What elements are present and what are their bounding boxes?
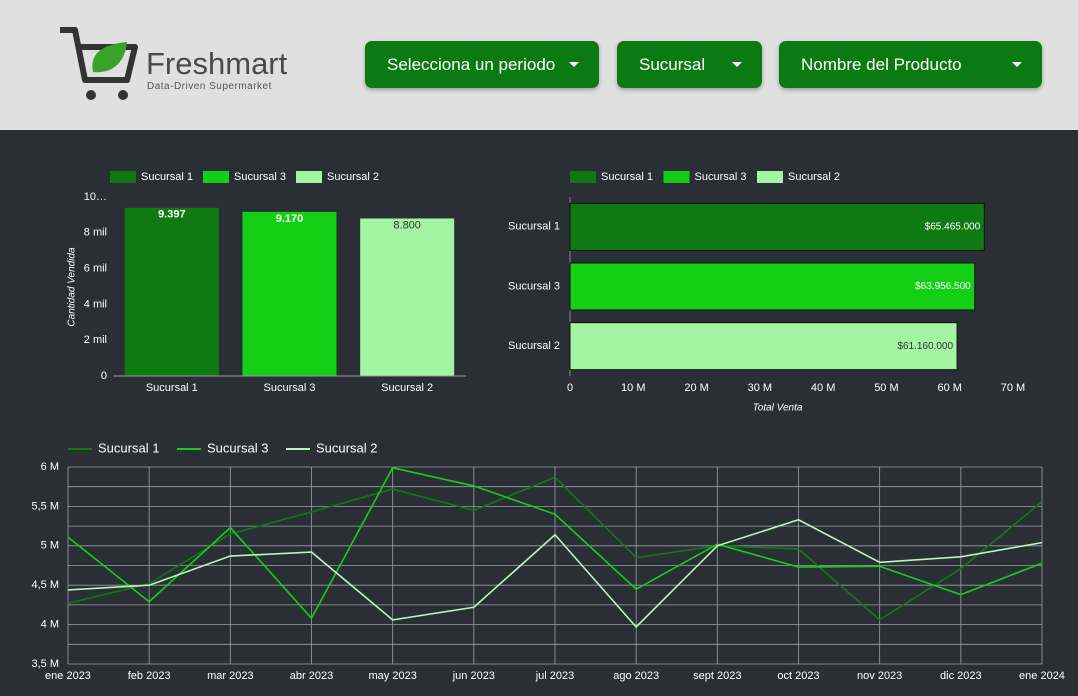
legend-swatch: [757, 171, 783, 183]
bar: [242, 211, 337, 376]
value-label: $65.465.000: [925, 221, 981, 232]
dropdown-label: Sucursal: [639, 55, 706, 74]
product-dropdown[interactable]: Nombre del Producto: [779, 41, 1042, 88]
x-tick-label: Sucursal 3: [264, 382, 316, 394]
y-tick-label: 10…: [84, 191, 107, 203]
x-tick-label: 20 M: [684, 382, 708, 394]
brand: Freshmart: [146, 46, 288, 81]
bar: [569, 202, 985, 251]
x-tick-label: 50 M: [874, 382, 898, 394]
x-tick-label: ene 2024: [1019, 670, 1065, 682]
bar: [124, 207, 219, 376]
x-tick-label: jul 2023: [535, 670, 575, 682]
value-label: 9.397: [158, 209, 186, 221]
x-axis-title: Total Venta: [753, 403, 803, 414]
x-tick-label: 0: [567, 382, 573, 394]
y-tick-label: Sucursal 2: [508, 340, 560, 352]
bar: [569, 322, 958, 371]
x-tick-label: 30 M: [748, 382, 772, 394]
x-tick-label: 40 M: [811, 382, 835, 394]
x-tick-label: nov 2023: [857, 670, 902, 682]
legend-label: Sucursal 2: [788, 171, 840, 183]
legend-swatch: [663, 171, 690, 183]
y-tick-label: 6 M: [41, 461, 59, 473]
x-tick-label: ago 2023: [613, 670, 659, 682]
legend-label: Sucursal 1: [98, 440, 159, 455]
y-tick-label: 3,5 M: [31, 658, 59, 670]
legend-label: Sucursal 1: [601, 171, 653, 183]
x-tick-label: feb 2023: [128, 670, 171, 682]
y-tick-label: 5,5 M: [31, 500, 59, 512]
x-tick-label: oct 2023: [777, 670, 819, 682]
y-tick-label: 4 M: [41, 619, 59, 631]
line-series: [67, 466, 1043, 620]
line-series: [67, 518, 1043, 629]
x-tick-label: jun 2023: [452, 670, 495, 682]
y-axis-title: Cantidad Vendida: [67, 247, 78, 327]
y-tick-label: 8 mil: [84, 227, 107, 239]
bar: [569, 262, 976, 311]
x-tick-label: may 2023: [369, 670, 417, 682]
x-tick-label: Sucursal 1: [146, 382, 198, 394]
y-tick-label: 2 mil: [84, 334, 107, 346]
dropdown-label: Selecciona un periodo: [387, 55, 556, 74]
legend-swatch: [203, 171, 229, 183]
x-tick-label: 60 M: [937, 382, 961, 394]
x-tick-label: dic 2023: [940, 670, 982, 682]
value-label: 8.800: [393, 219, 421, 231]
legend-label: Sucursal 3: [207, 440, 268, 455]
legend-label: Sucursal 2: [327, 171, 379, 183]
line-series: [67, 476, 1043, 621]
period-dropdown[interactable]: Selecciona un periodo: [365, 41, 599, 88]
y-tick-label: 0: [101, 370, 107, 382]
y-tick-label: 5 M: [41, 540, 59, 552]
value-label: $63.956.500: [915, 281, 971, 292]
y-tick-label: 6 mil: [84, 263, 107, 275]
legend-label: Sucursal 3: [234, 171, 286, 183]
x-tick-label: ene 2023: [45, 670, 91, 682]
legend-label: Sucursal 1: [141, 171, 193, 183]
x-tick-label: Sucursal 2: [381, 382, 433, 394]
y-tick-label: Sucursal 1: [508, 221, 560, 233]
y-tick-label: Sucursal 3: [508, 280, 560, 292]
legend-label: Sucursal 3: [695, 171, 747, 183]
logo-icon: [60, 27, 138, 100]
legend-label: Sucursal 2: [316, 440, 377, 455]
legend-swatch: [570, 171, 596, 183]
x-tick-label: 10 M: [621, 382, 645, 394]
y-tick-label: 4 mil: [84, 298, 107, 310]
y-tick-label: 4,5 M: [31, 579, 59, 591]
tagline: Data-Driven Supermarket: [147, 81, 272, 92]
branch-dropdown[interactable]: Sucursal: [617, 41, 762, 88]
legend-swatch: [296, 171, 322, 183]
x-tick-label: sept 2023: [693, 670, 741, 682]
charts: Sucursal 1 Sucursal 3 Sucursal 2 0 2 mil 4 mi…: [31, 171, 1065, 682]
x-tick-label: 70 M: [1001, 382, 1025, 394]
legend-swatch: [110, 171, 136, 183]
value-label: $61.160.000: [897, 341, 953, 352]
x-tick-label: mar 2023: [207, 670, 253, 682]
x-tick-label: abr 2023: [290, 670, 333, 682]
bar: [360, 218, 455, 376]
dropdown-label: Nombre del Producto: [801, 55, 962, 74]
value-label: 9.170: [276, 213, 304, 225]
